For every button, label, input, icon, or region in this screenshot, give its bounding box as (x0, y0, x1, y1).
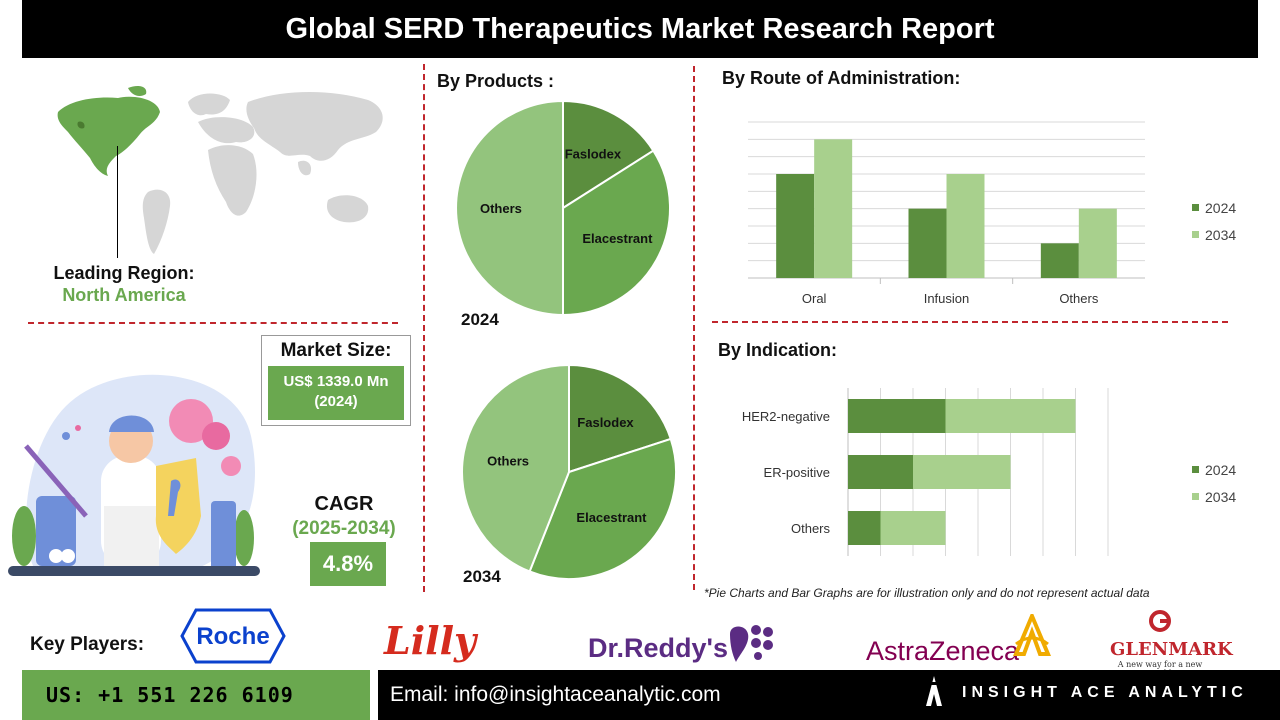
legend-swatch-2034 (1192, 493, 1199, 500)
products-section-title: By Products : (437, 71, 555, 91)
route-bar-oral-2024 (776, 174, 815, 278)
chart-disclaimer: *Pie Charts and Bar Graphs are for illus… (704, 586, 1150, 600)
legend-label-2024: 2024 (1205, 199, 1237, 216)
dr-reddys-logo-mark (730, 625, 773, 662)
indication-bar-er-positive-2024 (848, 455, 913, 489)
divider-right (693, 66, 695, 590)
brand-name: INSIGHT ACE ANALYTIC (962, 684, 1248, 701)
pie-label-elacestrant: Elacestrant (582, 231, 653, 246)
cagr-label: CAGR (314, 493, 374, 515)
legend-swatch-2024 (1192, 204, 1199, 211)
route-bar-infusion-2024 (908, 208, 947, 278)
pie-label-faslodex: Faslodex (565, 147, 622, 162)
market-size-card: Market Size: US$ 1339.0 Mn (2024) (261, 335, 411, 426)
divider-left (423, 64, 425, 592)
indication-legend: 2024 2034 (1192, 456, 1236, 510)
indication-bar-chart: HER2-negative ER-positive Others (742, 388, 1109, 556)
route-legend-2024: 2024 (1192, 194, 1236, 221)
indication-legend-2034: 2034 (1192, 483, 1236, 510)
indication-bar-her2-negative-2024 (848, 399, 946, 433)
market-size-amount: US$ 1339.0 Mn (283, 373, 389, 390)
medical-illustration (8, 374, 260, 576)
market-size-label: Market Size: (280, 340, 392, 361)
contact-phone-box: US: +1 551 226 6109 (22, 670, 370, 720)
contact-email-bar: Email: info@insightaceanalytic.com INSIG… (378, 670, 1280, 720)
insight-ace-logo-icon (926, 676, 942, 706)
pie-slice-others (455, 99, 564, 317)
pie-slice-faslodex (568, 363, 673, 474)
divider-route (712, 321, 1228, 323)
market-size-year: (2024) (314, 393, 358, 410)
pie-label-elacestrant: Elacestrant (576, 510, 647, 525)
legend-label-2034: 2034 (1205, 226, 1237, 243)
route-legend-2034: 2034 (1192, 221, 1236, 248)
roche-logo: Roche (180, 608, 286, 669)
leading-region-label: Leading Region: (53, 263, 195, 283)
route-category-label: Others (1059, 291, 1099, 306)
pie-slice-others (461, 363, 570, 573)
indication-bar-others-2034 (880, 511, 946, 545)
indication-category-label: ER-positive (764, 465, 830, 480)
indication-section-title: By Indication: (718, 340, 838, 360)
indication-legend-2024: 2024 (1192, 456, 1236, 483)
leading-region-value: North America (62, 285, 186, 305)
indication-bar-her2-negative-2034 (945, 399, 1076, 433)
legend-label-2024: 2024 (1205, 461, 1237, 478)
roche-logo-text: Roche (196, 623, 269, 650)
glenmark-logo-text: GLENMARK (1110, 639, 1233, 660)
pie-label-others: Others (487, 453, 529, 468)
route-category-label: Oral (802, 291, 827, 306)
astrazeneca-logo-mark (1012, 614, 1052, 656)
route-bar-oral-2034 (814, 139, 853, 278)
astrazeneca-logo-text: AstraZeneca (866, 636, 1020, 666)
pie-label-others: Others (480, 201, 522, 216)
lilly-logo: Lilly (384, 618, 477, 663)
pie-chart-2034: Faslodex Elacestrant Others (461, 363, 677, 580)
pie-label-faslodex: Faslodex (577, 415, 634, 430)
route-bar-others-2024 (1040, 243, 1079, 278)
pie-slice-elacestrant (528, 437, 677, 580)
region-pointer-line (117, 146, 118, 258)
key-players-label: Key Players: (30, 634, 145, 655)
report-title-bar: Global SERD Therapeutics Market Research… (22, 0, 1258, 58)
route-section-title: By Route of Administration: (722, 68, 961, 88)
contact-phone[interactable]: US: +1 551 226 6109 (46, 683, 294, 707)
pie-slice-faslodex (562, 99, 655, 210)
indication-bar-others-2024 (848, 511, 881, 545)
world-map (57, 86, 383, 254)
route-legend: 2024 2034 (1192, 194, 1236, 248)
indication-bar-er-positive-2034 (913, 455, 1011, 489)
pie-2034-year: 2034 (463, 567, 501, 586)
dr-reddys-logo-text: Dr.Reddy's (588, 633, 728, 663)
pie-slice-elacestrant (562, 149, 671, 317)
market-size-value: US$ 1339.0 Mn (2024) (268, 366, 404, 420)
contact-email[interactable]: Email: info@insightaceanalytic.com (390, 683, 721, 706)
route-bar-chart: Oral Infusion Others (748, 121, 1145, 306)
glenmark-logo: GLENMARK A new way for a new world (1110, 610, 1233, 678)
cagr-value-box: 4.8% (310, 542, 386, 586)
report-title: Global SERD Therapeutics Market Research… (285, 12, 995, 45)
indication-category-label: Others (791, 521, 831, 536)
legend-swatch-2034 (1192, 231, 1199, 238)
route-bar-others-2034 (1078, 208, 1117, 278)
cagr-value: 4.8% (322, 551, 374, 576)
pie-2024-year: 2024 (461, 310, 499, 329)
legend-swatch-2024 (1192, 466, 1199, 473)
route-bar-infusion-2034 (946, 174, 985, 278)
legend-label-2034: 2034 (1205, 488, 1237, 505)
pie-chart-2024: Faslodex Elacestrant Others (455, 99, 671, 317)
cagr-period: (2025-2034) (292, 518, 396, 539)
route-category-label: Infusion (924, 291, 970, 306)
divider-region (28, 322, 398, 324)
indication-category-label: HER2-negative (742, 409, 830, 424)
glenmark-logo-mark (1149, 610, 1171, 632)
